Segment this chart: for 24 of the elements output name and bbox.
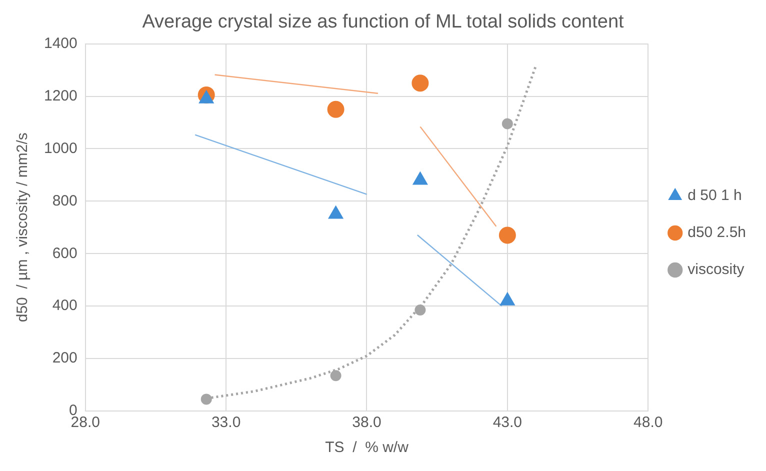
point <box>200 394 212 405</box>
chart-title: Average crystal size as function of ML total solids content <box>142 12 625 33</box>
point <box>330 370 342 382</box>
point <box>327 100 344 118</box>
y-tick-label: 1200 <box>44 87 78 104</box>
y-tick-label: 1000 <box>44 140 78 157</box>
point <box>502 118 513 130</box>
legend-label: d 50 1 h <box>688 187 742 204</box>
x-tick-label: 43.0 <box>492 414 522 432</box>
y-tick-label: 400 <box>52 297 78 314</box>
x-axis-title: TS / % w/w <box>325 439 409 456</box>
y-tick-label: 600 <box>52 244 78 262</box>
y-axis-title: d50 / µm , viscosity / mm2/s <box>14 132 32 322</box>
y-tick-label: 800 <box>52 192 78 210</box>
y-tick-label: 1400 <box>44 34 78 52</box>
x-tick-label: 48.0 <box>634 414 663 432</box>
legend-label: viscosity <box>688 261 745 278</box>
point <box>412 74 429 92</box>
legend-label: d50 2.5h <box>688 224 746 242</box>
x-tick-label: 38.0 <box>352 414 382 432</box>
point <box>498 226 516 244</box>
y-tick-label: 200 <box>52 350 78 367</box>
point <box>414 304 426 316</box>
x-tick-label: 33.0 <box>211 414 241 432</box>
